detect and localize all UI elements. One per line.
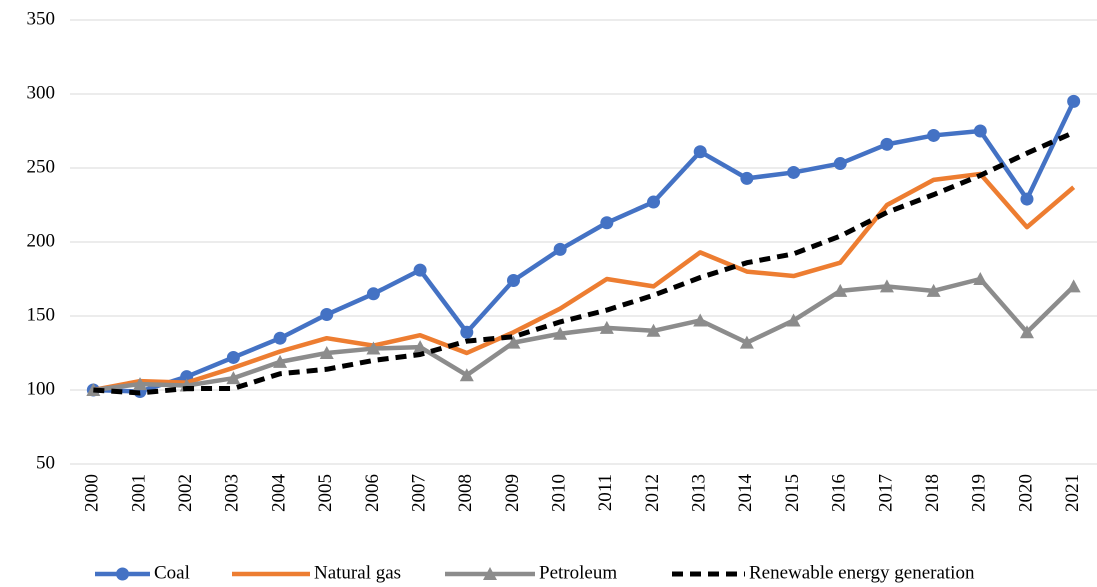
y-tick-label: 100 bbox=[27, 378, 56, 399]
point bbox=[320, 308, 334, 322]
point bbox=[647, 195, 661, 209]
point bbox=[879, 279, 894, 293]
x-tick-label: 2006 bbox=[362, 474, 383, 512]
legend-label: Petroleum bbox=[539, 562, 617, 583]
point bbox=[600, 216, 614, 230]
x-tick-label: 2020 bbox=[1015, 474, 1036, 512]
point bbox=[1019, 325, 1034, 339]
point bbox=[739, 335, 754, 349]
x-tick-label: 2010 bbox=[549, 474, 570, 512]
y-tick-label: 350 bbox=[27, 8, 56, 29]
x-tick-label: 2018 bbox=[922, 474, 943, 512]
point bbox=[553, 326, 568, 340]
point bbox=[833, 283, 848, 297]
x-tick-label: 2005 bbox=[315, 474, 336, 512]
y-tick-label: 250 bbox=[27, 156, 56, 177]
point bbox=[693, 145, 707, 159]
x-tick-label: 2014 bbox=[735, 474, 756, 513]
point bbox=[786, 313, 801, 327]
y-tick-label: 150 bbox=[27, 304, 56, 325]
point bbox=[1020, 192, 1034, 206]
x-tick-label: 2016 bbox=[829, 474, 850, 512]
series-line bbox=[93, 276, 1076, 393]
y-tick-label: 300 bbox=[27, 82, 56, 103]
x-tick-label: 2008 bbox=[455, 474, 476, 512]
x-tick-label: 2015 bbox=[782, 474, 803, 512]
x-tick-label: 2017 bbox=[875, 474, 896, 512]
point bbox=[273, 331, 287, 345]
point bbox=[787, 165, 801, 179]
point bbox=[226, 371, 241, 385]
y-tick-label: 200 bbox=[27, 230, 56, 251]
point bbox=[927, 128, 941, 142]
point bbox=[133, 377, 148, 391]
point bbox=[926, 283, 941, 297]
point bbox=[460, 325, 474, 339]
point bbox=[880, 137, 894, 151]
legend-label: Renewable energy generation bbox=[749, 562, 975, 583]
x-tick-label: 2019 bbox=[969, 474, 990, 512]
point bbox=[1067, 94, 1081, 108]
point bbox=[599, 320, 614, 334]
legend-label: Coal bbox=[154, 562, 190, 583]
point bbox=[506, 273, 520, 287]
x-tick-label: 2021 bbox=[1062, 474, 1083, 512]
point bbox=[506, 335, 521, 349]
x-tick-label: 2013 bbox=[689, 474, 710, 512]
series-line bbox=[92, 171, 1076, 393]
point bbox=[553, 242, 567, 256]
legend-marker bbox=[116, 567, 129, 581]
point bbox=[413, 340, 428, 354]
x-tick-label: 2012 bbox=[642, 474, 663, 512]
point bbox=[226, 350, 240, 364]
point bbox=[646, 323, 661, 337]
point bbox=[973, 124, 987, 138]
point bbox=[319, 346, 334, 359]
x-tick-label: 2003 bbox=[222, 474, 243, 512]
x-tick-label: 2002 bbox=[175, 474, 196, 512]
x-tick-label: 2009 bbox=[502, 474, 523, 512]
point bbox=[413, 263, 427, 277]
point bbox=[459, 368, 474, 382]
y-tick-label: 50 bbox=[36, 452, 55, 473]
x-tick-label: 2004 bbox=[268, 474, 289, 513]
x-tick-label: 2011 bbox=[595, 474, 616, 511]
series-line bbox=[93, 130, 1075, 396]
x-tick-label: 2001 bbox=[128, 474, 149, 512]
legend-marker bbox=[483, 567, 497, 580]
point bbox=[693, 313, 708, 327]
point bbox=[366, 287, 380, 301]
point bbox=[273, 354, 288, 368]
point bbox=[1066, 279, 1081, 293]
point bbox=[366, 341, 381, 355]
point bbox=[973, 272, 988, 285]
point bbox=[86, 383, 101, 396]
series-line bbox=[93, 100, 1076, 394]
point bbox=[833, 157, 847, 171]
legend-label: Natural gas bbox=[314, 562, 401, 583]
x-tick-label: 2000 bbox=[82, 474, 103, 512]
point bbox=[740, 171, 754, 185]
x-tick-label: 2007 bbox=[408, 474, 429, 512]
